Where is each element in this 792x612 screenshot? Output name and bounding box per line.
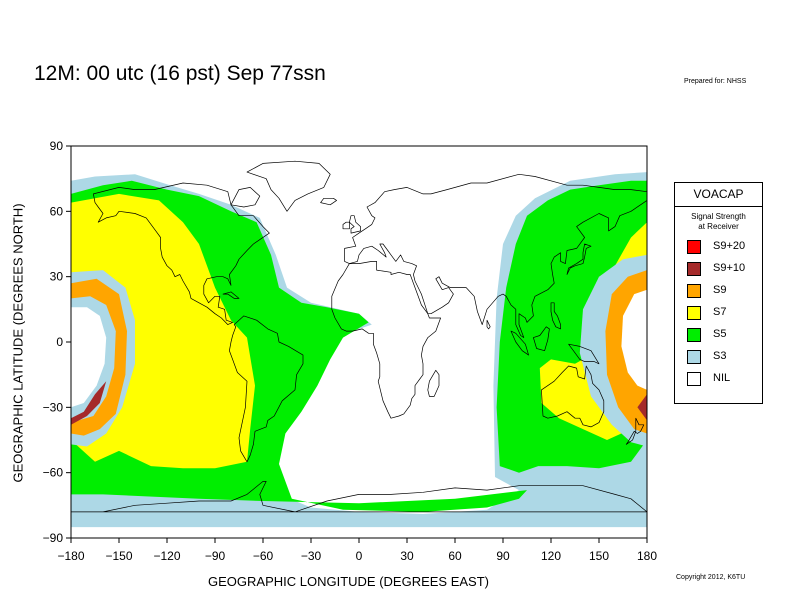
coverage-region-nil	[621, 289, 647, 390]
y-tick-label: −90	[43, 531, 64, 545]
y-tick-labels: 90 60 30 0 −30 −60 −90	[43, 139, 64, 545]
borneo-outline	[533, 326, 550, 352]
australia-outline	[541, 365, 605, 428]
africa-outline	[331, 261, 441, 419]
coverage-region-nil	[71, 307, 107, 408]
legend-swatch	[687, 328, 701, 342]
legend-items: S9+20 S9+10 S9 S7 S5 S3 NIL	[675, 237, 762, 391]
prepared-for-note: Prepared for: NHSS	[684, 78, 747, 85]
antarctica-outline	[70, 481, 648, 513]
map-title: 12M: 00 utc (16 pst) Sep 77ssn	[34, 62, 326, 85]
legend-label: S3	[713, 350, 727, 362]
legend-label: S9	[713, 284, 727, 296]
legend-heading: VOACAP	[675, 183, 762, 207]
legend-label: S9+20	[713, 240, 746, 252]
legend-item: S5	[675, 325, 762, 347]
cuba-outline	[222, 291, 240, 299]
x-tick-label: 30	[400, 549, 414, 563]
legend-swatch	[687, 372, 701, 386]
baffin-island-outline	[230, 187, 261, 208]
x-tick-label: 180	[637, 549, 657, 563]
x-tick-label: 150	[589, 549, 609, 563]
legend-swatch	[687, 350, 701, 364]
x-tick-label: −150	[105, 549, 132, 563]
sri-lanka-outline	[486, 319, 491, 330]
x-tick-label: −90	[205, 549, 226, 563]
legend-swatch	[687, 284, 701, 298]
y-tick-label: 90	[50, 139, 64, 153]
legend-label: S9+10	[713, 262, 746, 274]
x-tick-label: 0	[356, 549, 363, 563]
plot-frame	[66, 145, 648, 543]
madagascar-outline	[427, 369, 440, 397]
legend-box: VOACAP Signal Strength at Receiver S9+20…	[674, 182, 763, 404]
legend-swatch	[687, 262, 701, 276]
y-tick-label: 60	[50, 204, 64, 218]
legend-item: S9+10	[675, 259, 762, 281]
legend-label: NIL	[713, 372, 731, 384]
continent-outlines	[70, 160, 648, 513]
coverage-regions	[71, 172, 647, 528]
legend-swatch	[687, 240, 701, 254]
legend-subheading-line-1: Signal Strength	[691, 212, 746, 221]
eurasia-outline	[344, 173, 648, 338]
south-america-outline	[229, 315, 304, 463]
x-tick-label: −180	[57, 549, 84, 563]
coverage-region-s9plus10	[637, 394, 647, 421]
legend-item: NIL	[675, 369, 762, 391]
new-zealand-outline	[625, 417, 645, 445]
x-tick-labels: −180 −150 −120 −90 −60 −30 0 30 60 90 120 150 180	[57, 549, 657, 563]
legend-item: S9+20	[675, 237, 762, 259]
coverage-region-s9plus10	[71, 381, 107, 425]
legend-label: S5	[713, 328, 727, 340]
sumatra-outline	[510, 330, 529, 356]
legend-item: S7	[675, 303, 762, 325]
legend-label: S7	[713, 306, 727, 318]
y-tick-label: −30	[43, 400, 64, 414]
legend-subheading: Signal Strength at Receiver	[675, 212, 762, 232]
copyright-note: Copyright 2012, K6TU	[676, 574, 746, 581]
x-axis-label: GEOGRAPHIC LONGITUDE (DEGREES EAST)	[208, 574, 489, 589]
legend-subheading-line-2: at Receiver	[698, 222, 739, 231]
x-tick-label: 90	[496, 549, 510, 563]
x-tick-label: 120	[541, 549, 561, 563]
legend-item: S9	[675, 281, 762, 303]
y-axis-label: GEOGRAPHIC LATITUDE (DEGREES NORTH)	[10, 203, 26, 483]
legend-item: S3	[675, 347, 762, 369]
x-tick-label: −30	[301, 549, 322, 563]
iceland-outline	[320, 197, 337, 206]
y-tick-label: 30	[50, 270, 64, 284]
japan-outline	[566, 243, 592, 275]
ireland-outline	[342, 221, 350, 230]
north-america-outline	[93, 182, 270, 325]
uk-outline	[349, 215, 361, 234]
x-tick-label: 60	[448, 549, 462, 563]
x-tick-label: −120	[153, 549, 180, 563]
y-tick-label: −60	[43, 466, 64, 480]
y-tick-label: 0	[56, 335, 63, 349]
legend-swatch	[687, 306, 701, 320]
greenland-outline	[246, 160, 331, 212]
new-guinea-outline	[568, 343, 600, 365]
philippines-outline	[550, 302, 561, 330]
x-tick-label: −60	[253, 549, 274, 563]
